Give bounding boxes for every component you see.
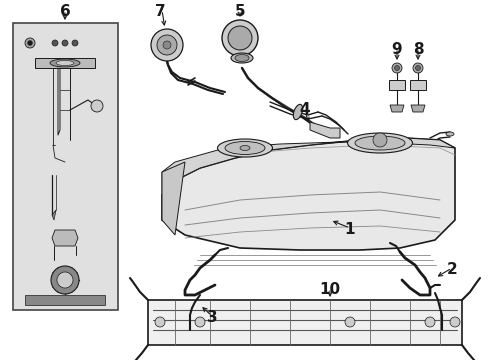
Circle shape [151,29,183,61]
Polygon shape [162,162,184,235]
Polygon shape [25,295,105,305]
Circle shape [163,41,171,49]
Polygon shape [162,138,454,250]
Circle shape [25,38,35,48]
Circle shape [51,266,79,294]
Text: 7: 7 [154,4,165,19]
Circle shape [449,317,459,327]
Text: 3: 3 [206,310,217,325]
Ellipse shape [240,145,249,150]
Polygon shape [52,210,56,220]
Ellipse shape [354,136,404,150]
Text: 4: 4 [299,103,310,117]
Text: 9: 9 [391,42,402,58]
Polygon shape [309,122,339,138]
Polygon shape [389,105,403,112]
Ellipse shape [347,133,412,153]
Ellipse shape [230,53,252,63]
Circle shape [91,100,103,112]
Ellipse shape [56,60,74,66]
Circle shape [227,26,251,50]
Circle shape [412,63,422,73]
Text: 5: 5 [234,4,245,19]
Text: 8: 8 [412,42,423,58]
Polygon shape [148,300,461,345]
Circle shape [57,272,73,288]
Circle shape [195,317,204,327]
Ellipse shape [445,132,453,136]
Circle shape [157,35,177,55]
Circle shape [27,40,32,45]
Circle shape [72,40,78,46]
Circle shape [222,20,258,56]
Circle shape [345,317,354,327]
Polygon shape [162,138,454,195]
Circle shape [391,63,401,73]
Circle shape [62,40,68,46]
Circle shape [415,66,420,71]
Text: 6: 6 [60,4,70,19]
Polygon shape [388,80,404,90]
Ellipse shape [235,54,248,62]
Circle shape [372,133,386,147]
Circle shape [52,40,58,46]
Text: 1: 1 [344,222,354,238]
Polygon shape [409,80,425,90]
Ellipse shape [224,141,264,154]
Polygon shape [35,58,95,68]
Polygon shape [52,230,78,246]
Text: 2: 2 [446,262,456,278]
Circle shape [394,66,399,71]
Ellipse shape [293,104,302,120]
Polygon shape [410,105,424,112]
Ellipse shape [50,59,80,67]
Ellipse shape [217,139,272,157]
Circle shape [424,317,434,327]
Text: 10: 10 [319,283,340,297]
Circle shape [155,317,164,327]
Bar [13,23,118,310]
